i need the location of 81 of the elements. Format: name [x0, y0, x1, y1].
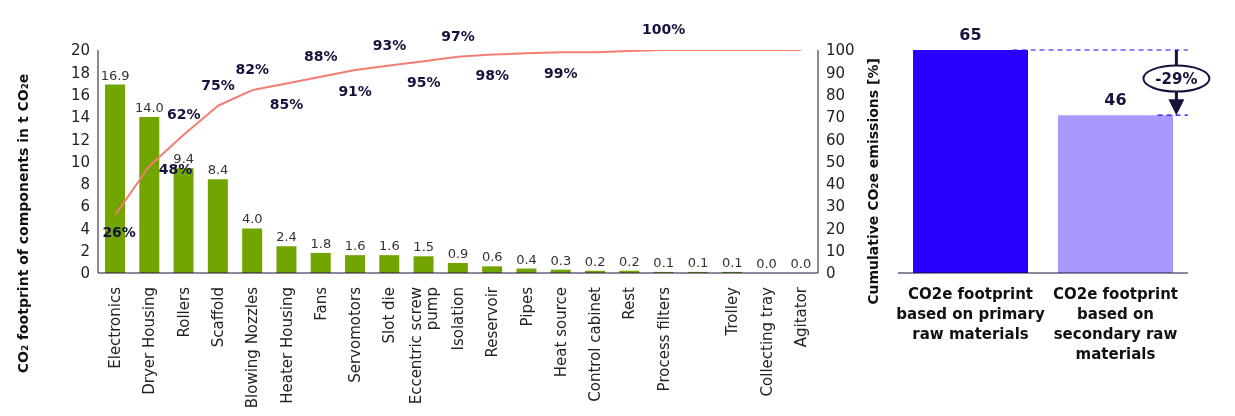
- x-tick-label: Trolley: [723, 286, 742, 337]
- data-label: 0.9: [447, 245, 469, 261]
- y-tick-label: 6: [80, 197, 90, 216]
- data-label: 1.6: [379, 238, 400, 254]
- data-label: 98%: [475, 67, 510, 84]
- y2-axis-title: Cumulative CO₂e emissions [%]: [864, 58, 881, 305]
- x-tick-label: Heater Housing: [277, 287, 296, 404]
- y2-tick-label: 10: [826, 242, 846, 261]
- data-label: 0.2: [584, 253, 606, 269]
- data-label: 46: [1104, 90, 1127, 110]
- data-label: 0.0: [756, 256, 777, 271]
- y-axis-title: CO₂ footprint of components in t CO₂e: [14, 73, 31, 374]
- x-tick-label: Isolation: [449, 287, 467, 351]
- data-label: 100%: [642, 21, 686, 37]
- x-tick-label: Dryer Housing: [140, 287, 159, 395]
- y-tick-label: 16: [70, 85, 90, 104]
- x-tick-label: Fans: [311, 286, 330, 321]
- y2-tick-label: 0: [826, 264, 836, 283]
- x-tick-label: Control cabinet: [586, 286, 605, 402]
- x-tick-label: Rest: [620, 286, 639, 320]
- data-label: 16.9: [100, 67, 130, 83]
- y-tick-label: 14: [70, 108, 90, 127]
- annotation: -29%: [1155, 69, 1198, 88]
- x-tick-label: Collecting tray: [757, 286, 776, 397]
- data-label: 1.8: [310, 235, 332, 251]
- data-label: 75%: [201, 76, 235, 93]
- y2-tick-label: 60: [826, 130, 846, 149]
- x-tick-label: Process filters: [654, 286, 673, 392]
- data-label: 0.2: [619, 253, 640, 269]
- y-tick-label: 12: [70, 130, 90, 149]
- data-label: 85%: [269, 96, 304, 113]
- data-label: 97%: [441, 27, 475, 44]
- data-label: 93%: [372, 36, 407, 53]
- data-label: 99%: [544, 65, 578, 82]
- data-label: 0.1: [653, 254, 675, 270]
- data-label: 88%: [304, 47, 338, 64]
- data-label: 65: [959, 25, 982, 44]
- y2-tick-label: 50: [826, 152, 846, 171]
- x-tick-label: CO2e footprint based on secondary raw materials: [1052, 285, 1179, 363]
- y-tick-label: 2: [80, 242, 90, 261]
- x-tick-label: Pipes: [517, 286, 536, 327]
- x-tick-label: Eccentric screw pump: [406, 287, 441, 405]
- y2-tick-label: 90: [826, 63, 846, 82]
- x-tick-label: Heat source: [551, 287, 570, 378]
- data-label: 0.0: [790, 256, 812, 271]
- x-tick-label: Slot die: [380, 287, 399, 344]
- y-tick-label: 4: [80, 219, 90, 238]
- x-tick-label: Reservoir: [483, 286, 502, 358]
- y2-tick-label: 80: [826, 85, 846, 104]
- data-label: 1.6: [344, 238, 366, 254]
- data-label: 62%: [166, 105, 201, 122]
- data-label: 0.3: [550, 252, 572, 268]
- x-tick-label: Electronics: [106, 286, 125, 369]
- y-tick-label: 10: [70, 152, 90, 171]
- data-label: 1.5: [413, 239, 435, 255]
- data-label: 0.1: [687, 254, 709, 270]
- x-tick-label: CO2e footprint based on primary raw materials: [896, 285, 1045, 343]
- y-tick-label: 0: [80, 264, 90, 283]
- y-tick-label: 20: [70, 41, 90, 60]
- data-label: 95%: [406, 74, 441, 91]
- data-label: 0.6: [481, 249, 503, 265]
- data-label: 14.0: [134, 99, 164, 115]
- data-label: 0.4: [516, 251, 537, 267]
- y2-tick-label: 100: [826, 41, 855, 60]
- data-label: 4.0: [241, 211, 263, 227]
- y2-tick-label: 30: [826, 197, 846, 216]
- data-label: 91%: [338, 83, 372, 100]
- data-label: 0.1: [721, 254, 743, 270]
- data-label: 8.4: [207, 162, 229, 178]
- y2-tick-label: 70: [826, 108, 846, 127]
- y2-tick-label: 20: [826, 219, 846, 238]
- y2-tick-label: 40: [826, 175, 846, 194]
- x-tick-label: Blowing Nozzles: [243, 286, 262, 409]
- x-tick-label: Servomotors: [346, 286, 365, 383]
- x-tick-label: Scaffold: [209, 287, 227, 348]
- y-tick-label: 8: [80, 175, 90, 194]
- data-label: 2.4: [276, 229, 297, 245]
- x-tick-label: Agitator: [791, 286, 810, 348]
- x-tick-label: Rollers: [174, 286, 193, 338]
- y-tick-label: 18: [70, 63, 90, 82]
- data-label: 82%: [235, 61, 270, 78]
